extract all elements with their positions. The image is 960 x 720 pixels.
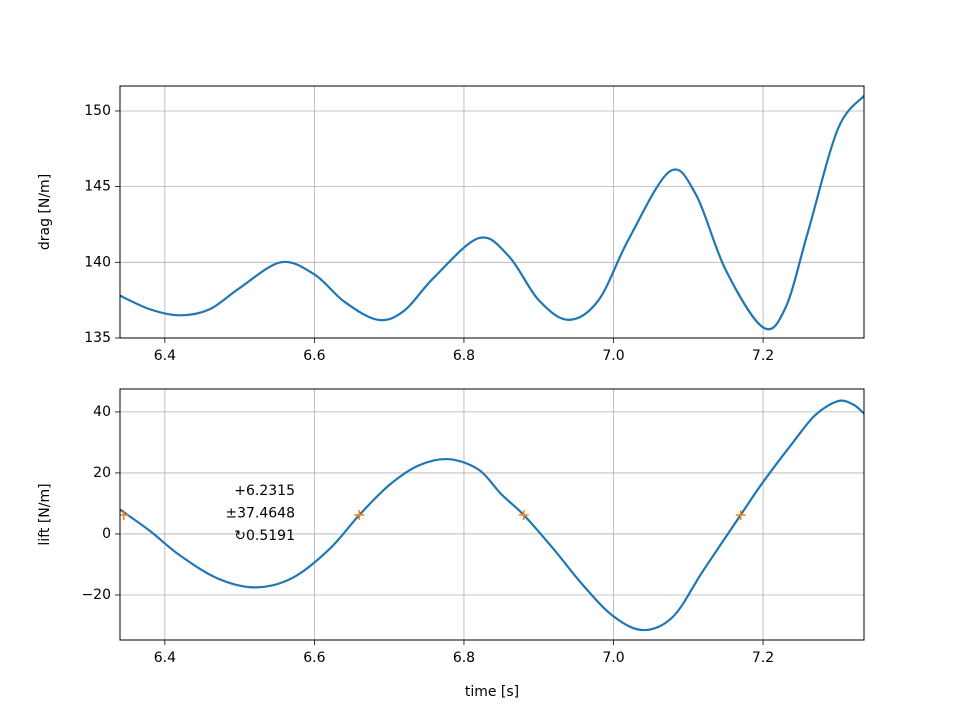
line [120, 94, 864, 331]
annotation: ↻0.5191 [234, 528, 295, 544]
axes-frame [119, 388, 865, 641]
y-axis-label: drag [N/m] [37, 174, 53, 250]
y-axis-label: lift [N/m] [37, 483, 53, 545]
marker [518, 509, 529, 520]
marker [735, 509, 746, 520]
annotation: +6.2315 [234, 483, 295, 499]
y-tick-label: 145 [84, 179, 111, 195]
y-tick-label: 140 [84, 254, 111, 270]
x-tick-label: 6.8 [453, 348, 475, 364]
y-tick-label: −20 [81, 587, 111, 603]
y-tick-label: 0 [102, 526, 111, 542]
x-tick-label: 7.0 [602, 650, 624, 666]
annotation: ±37.4648 [225, 506, 295, 522]
x-tick-label: 6.4 [154, 348, 176, 364]
x-tick-label: 7.2 [752, 348, 774, 364]
plot-area [120, 94, 864, 331]
x-tick-label: 6.8 [453, 650, 475, 666]
y-tick-label: 150 [84, 103, 111, 119]
y-tick-label: 40 [93, 404, 111, 420]
x-tick-label: 6.6 [303, 348, 325, 364]
y-tick-label: 135 [84, 330, 111, 346]
marker [354, 509, 365, 520]
x-axis-label: time [s] [465, 684, 519, 700]
x-tick-label: 6.4 [154, 650, 176, 666]
y-tick-label: 20 [93, 465, 111, 481]
x-tick-label: 7.2 [752, 650, 774, 666]
axes-frame [119, 85, 865, 339]
plot-area [120, 399, 864, 632]
x-tick-label: 6.6 [303, 650, 325, 666]
x-tick-label: 7.0 [602, 348, 624, 364]
